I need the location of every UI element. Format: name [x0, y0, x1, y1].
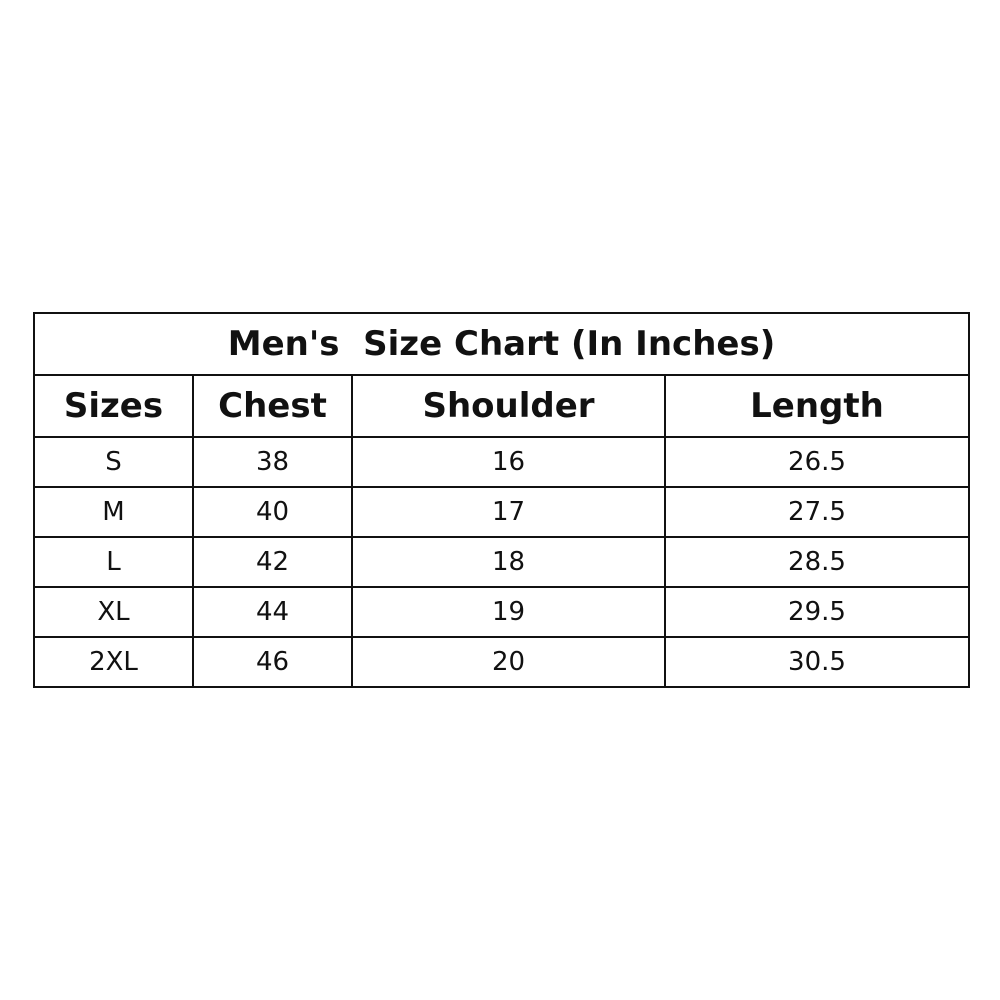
table-cell: XL	[33, 586, 194, 638]
table-cell: 16	[351, 436, 666, 488]
table-cell: S	[33, 436, 194, 488]
header-row: Sizes Chest Shoulder Length	[33, 374, 970, 438]
table-cell: 17	[351, 486, 666, 538]
table-cell: 26.5	[664, 436, 970, 488]
size-chart-table: Men's Size Chart (In Inches) Sizes Chest…	[33, 312, 970, 688]
table-cell: 18	[351, 536, 666, 588]
table-cell: 28.5	[664, 536, 970, 588]
table-cell: L	[33, 536, 194, 588]
table-title: Men's Size Chart (In Inches)	[33, 312, 970, 376]
table-cell: 42	[192, 536, 353, 588]
header-shoulder: Shoulder	[351, 374, 666, 438]
table-row: L 42 18 28.5	[33, 536, 970, 588]
table-cell: 2XL	[33, 636, 194, 688]
table-row: XL 44 19 29.5	[33, 586, 970, 638]
table-cell: 46	[192, 636, 353, 688]
table-cell: 19	[351, 586, 666, 638]
table-cell: 29.5	[664, 586, 970, 638]
table-row: 2XL 46 20 30.5	[33, 636, 970, 688]
table-cell: 38	[192, 436, 353, 488]
table-cell: 27.5	[664, 486, 970, 538]
table-row: S 38 16 26.5	[33, 436, 970, 488]
table-cell: 40	[192, 486, 353, 538]
table-cell: M	[33, 486, 194, 538]
header-sizes: Sizes	[33, 374, 194, 438]
table-cell: 20	[351, 636, 666, 688]
header-chest: Chest	[192, 374, 353, 438]
table-cell: 30.5	[664, 636, 970, 688]
header-length: Length	[664, 374, 970, 438]
table-cell: 44	[192, 586, 353, 638]
table-row: M 40 17 27.5	[33, 486, 970, 538]
